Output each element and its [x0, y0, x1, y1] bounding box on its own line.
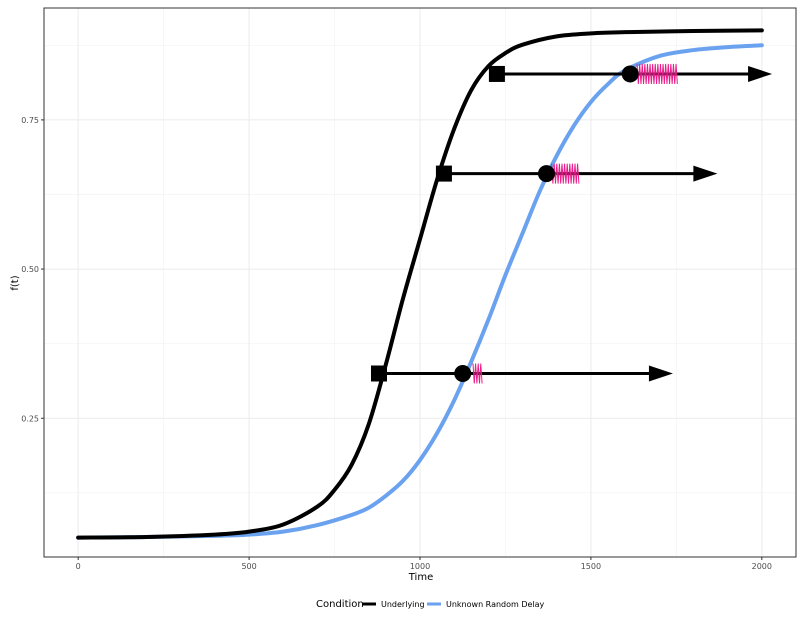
x-tick-label: 500: [241, 562, 256, 571]
pink-tick-cluster: [636, 63, 678, 84]
x-tick-label: 2000: [752, 562, 772, 571]
y-axis-title: f(t): [10, 275, 21, 290]
x-axis: 0 500 1000 1500 2000: [76, 557, 772, 571]
x-tick-label: 1500: [581, 562, 601, 571]
square-marker: [370, 365, 387, 382]
arrow-head: [648, 365, 673, 382]
x-tick-label: 0: [76, 562, 81, 571]
y-tick-label: 0.50: [21, 265, 39, 274]
legend: Condition Underlying Unknown Random Dela…: [316, 599, 545, 610]
square-marker: [435, 165, 452, 182]
legend-label-unknown-random-delay: Unknown Random Delay: [446, 600, 545, 609]
arrow-head: [693, 165, 718, 182]
circle-marker: [537, 165, 555, 183]
major-gridlines: [44, 8, 796, 557]
y-axis: 0.25 0.50 0.75: [21, 116, 44, 423]
arrow-head: [748, 65, 773, 82]
circle-marker: [621, 65, 639, 83]
legend-title: Condition: [316, 599, 364, 610]
circle-marker: [454, 365, 472, 383]
y-tick-label: 0.25: [21, 414, 39, 423]
pink-tick-layer: [472, 63, 678, 384]
marker-layer: [370, 65, 639, 383]
pink-tick-cluster: [551, 163, 580, 184]
pink-tick-cluster: [472, 363, 483, 384]
series-line-underlying: [76, 28, 764, 540]
square-marker: [488, 65, 505, 82]
y-tick-label: 0.75: [21, 116, 39, 125]
legend-label-underlying: Underlying: [381, 600, 425, 609]
x-tick-label: 1000: [410, 562, 430, 571]
x-axis-title: Time: [408, 572, 433, 583]
